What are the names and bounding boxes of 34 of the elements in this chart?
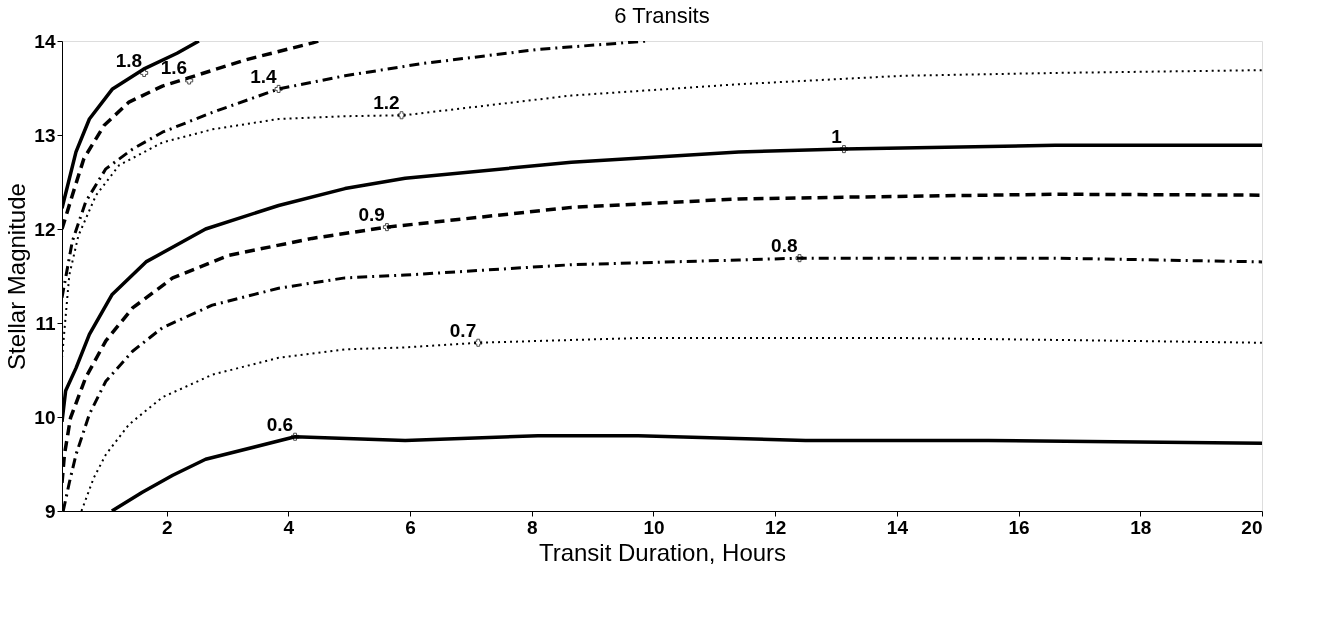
x-tick-label: 8: [526, 516, 538, 538]
y-axis-title: Stellar Magnitude: [3, 183, 31, 370]
x-tick-label: 18: [1130, 516, 1152, 538]
annotation: 0.9: [358, 204, 385, 226]
point: [274, 84, 283, 93]
x-tick-label: 2: [161, 516, 173, 538]
annotation: 0.7: [449, 319, 477, 341]
chart-title: 6 Transits: [614, 3, 710, 28]
point: [382, 223, 391, 232]
annotation: 1: [831, 126, 843, 148]
y-tick-label: 9: [44, 500, 56, 522]
x-tick-label: 6: [405, 516, 416, 538]
y-tick-label: 12: [34, 218, 56, 240]
x-tick-label: 16: [1008, 516, 1030, 538]
y-tick-label: 10: [34, 406, 56, 428]
annotation: 0.6: [266, 413, 294, 435]
point: [474, 338, 483, 347]
annotation: 1.8: [115, 49, 143, 71]
annotation: 1.6: [160, 57, 188, 79]
annotation: 1.2: [373, 92, 400, 114]
x-axis-title: Transit Duration, Hours: [538, 538, 787, 566]
x-tick-label: 4: [283, 516, 295, 538]
annotation: 0.8: [771, 235, 798, 257]
y-tick-label: 14: [34, 30, 56, 52]
x-tick-label: 14: [886, 516, 909, 538]
y-tick-label: 13: [34, 124, 56, 146]
point: [291, 432, 300, 441]
x-tick-label: 20: [1241, 516, 1263, 538]
annotation: 1.4: [250, 65, 278, 87]
point: [839, 145, 848, 154]
point: [795, 254, 804, 263]
y-tick-label: 11: [35, 312, 56, 334]
x-tick-label: 12: [765, 516, 787, 538]
x-tick-label: 10: [643, 516, 665, 538]
